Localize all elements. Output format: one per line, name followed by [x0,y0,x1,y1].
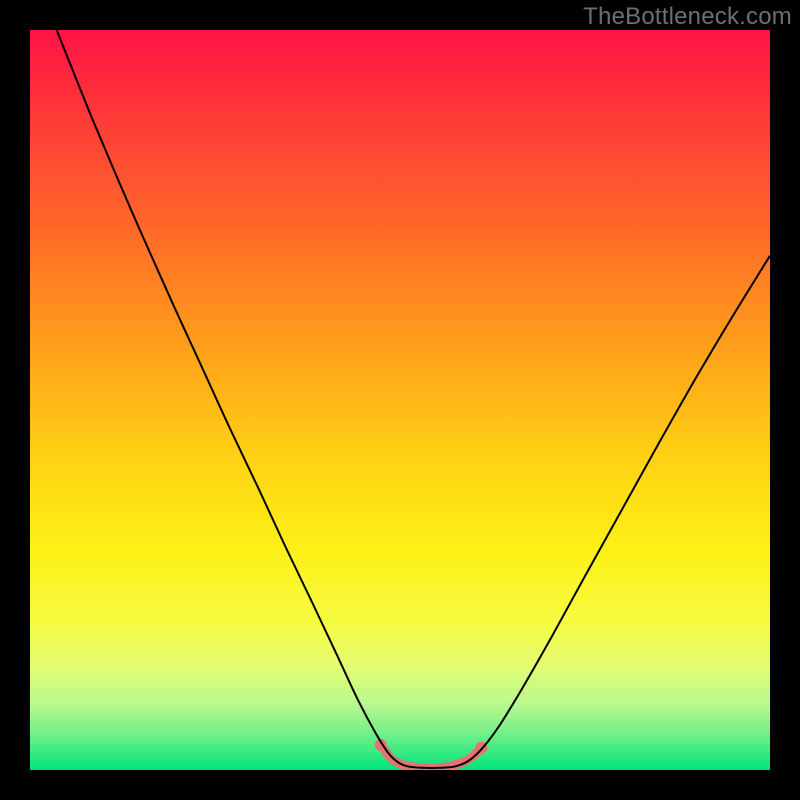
watermark-label: TheBottleneck.com [583,3,792,31]
figure-root: TheBottleneck.com [0,0,800,800]
plot-background [30,30,770,770]
bottleneck-curve-plot [0,0,800,800]
